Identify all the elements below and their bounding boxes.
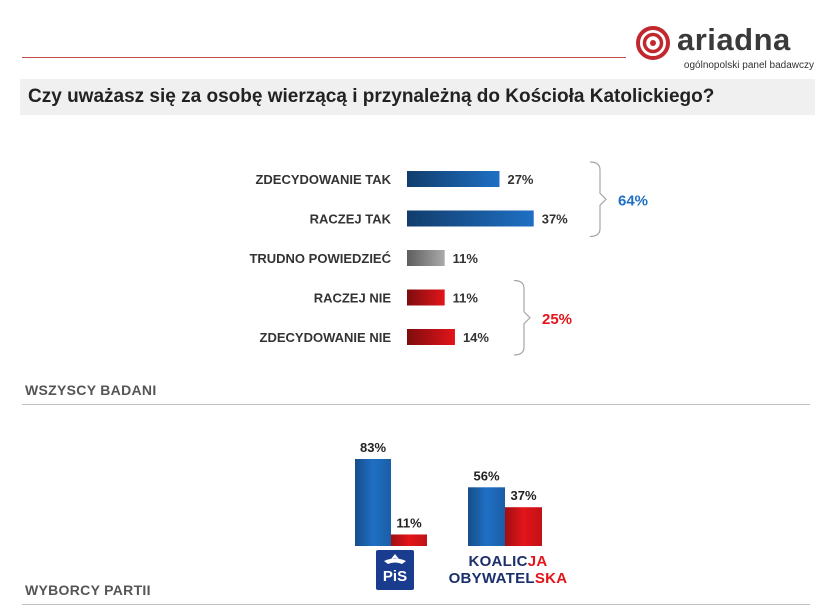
- party-bar: [505, 507, 542, 546]
- question-title: Czy uważasz się za osobę wierzącą i przy…: [28, 86, 715, 107]
- pis-logo-text: PiS: [382, 568, 408, 585]
- ko-logo-text-2a: OBYWATEL: [448, 570, 535, 587]
- brand-tagline: ogólnopolski panel badawczy: [683, 60, 814, 71]
- brand-name: ariadna: [677, 22, 791, 57]
- section-divider-voters: [22, 604, 810, 605]
- party-bar: [391, 534, 427, 546]
- eagle-icon: [384, 554, 406, 564]
- party-value-label: 56%: [473, 468, 499, 483]
- bar: [407, 171, 500, 187]
- ko-logo-text-1a: KOALIC: [468, 553, 528, 570]
- party-value-label: 37%: [510, 488, 536, 503]
- overall-answers-chart: ZDECYDOWANIE TAK 27% RACZEJ TAK 37% TRUDNO P…: [249, 161, 648, 356]
- value-label: 37%: [542, 212, 568, 227]
- category-label: RACZEJ NIE: [314, 291, 392, 306]
- ko-logo-text-2b: SKA: [534, 570, 568, 587]
- pis-logo: PiS: [376, 550, 414, 590]
- party-value-label: 83%: [360, 440, 386, 455]
- value-label: 14%: [463, 330, 489, 345]
- header-divider: [22, 57, 626, 58]
- value-label: 27%: [507, 172, 533, 187]
- category-label: RACZEJ TAK: [310, 212, 392, 227]
- group-bracket: [589, 161, 607, 238]
- category-label: ZDECYDOWANIE TAK: [255, 172, 391, 187]
- section-label-voters: WYBORCY PARTII: [25, 582, 151, 598]
- title-band: [20, 79, 815, 115]
- value-label: 11%: [453, 291, 479, 306]
- group-total-label: 64%: [618, 192, 648, 209]
- ko-logo-text-1b: JA: [527, 553, 548, 570]
- bar: [407, 329, 455, 345]
- group-bracket: [513, 279, 531, 356]
- category-label: TRUDNO POWIEDZIEĆ: [249, 251, 391, 266]
- party-bar: [355, 459, 391, 546]
- section-label-all: WSZYSCY BADANI: [25, 382, 157, 398]
- bar: [407, 289, 445, 306]
- bar: [407, 210, 534, 227]
- section-divider-all: [22, 404, 810, 405]
- bar: [407, 250, 445, 266]
- party-value-label: 11%: [396, 515, 422, 530]
- ariadna-logo-icon: [636, 26, 670, 60]
- party-voters-chart: 83% 11% 56% 37%: [355, 440, 542, 546]
- category-label: ZDECYDOWANIE NIE: [260, 330, 392, 345]
- ko-logo: KOALICJA OBYWATELSKA: [448, 553, 568, 587]
- group-total-label: 25%: [542, 311, 572, 328]
- value-label: 11%: [453, 251, 479, 266]
- party-bar: [468, 487, 505, 546]
